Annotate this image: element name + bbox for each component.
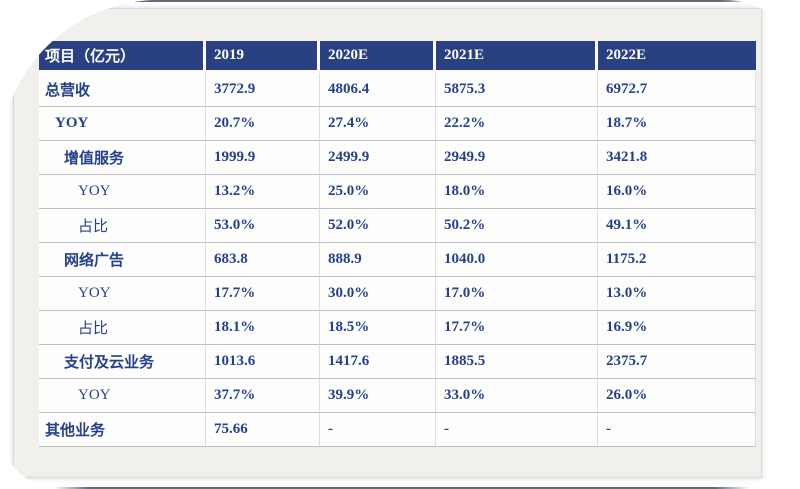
table-row: 支付及云业务 1013.6 1417.6 1885.5 2375.7 — [39, 345, 756, 379]
row-value: 13.2% — [206, 175, 320, 209]
row-value: 33.0% — [436, 379, 598, 413]
table-row: 其他业务 75.66- - - — [39, 413, 756, 447]
row-label: YOY — [39, 107, 206, 141]
row-value: 26.0% — [598, 379, 756, 413]
table-row: YOY 17.7% 30.0% 17.0% 13.0% — [39, 277, 756, 311]
row-label: 占比 — [39, 311, 206, 345]
row-value: 53.0% — [206, 209, 320, 243]
row-value: 6972.7 — [598, 73, 756, 107]
header-cell-2020e: 2020E — [320, 41, 436, 73]
row-value: 1417.6 — [320, 345, 436, 379]
row-value: 17.7% — [206, 277, 320, 311]
header-cell-item: 项目（亿元） — [39, 41, 206, 73]
row-value: 2949.9 — [436, 141, 598, 175]
revenue-forecast-table: 项目（亿元） 2019 2020E 2021E 2022E 总营收 3772.9 4… — [39, 41, 756, 447]
table-header-row: 项目（亿元） 2019 2020E 2021E 2022E — [39, 41, 756, 73]
row-value: 52.0% — [320, 209, 436, 243]
row-label: 总营收 — [39, 73, 206, 107]
row-value: - — [598, 413, 756, 447]
row-value: - — [320, 413, 436, 447]
row-label: 支付及云业务 — [39, 345, 206, 379]
row-value: 16.9% — [598, 311, 756, 345]
row-value: 683.8 — [206, 243, 320, 277]
row-value: 2499.9 — [320, 141, 436, 175]
row-value: 27.4% — [320, 107, 436, 141]
row-label: 网络广告 — [39, 243, 206, 277]
row-value: 17.0% — [436, 277, 598, 311]
table-row: 占比 18.1% 18.5% 17.7% 16.9% — [39, 311, 756, 345]
table-body: 总营收 3772.9 4806.4 5875.3 6972.7 YOY 20.7% 27.4%… — [39, 73, 756, 447]
row-value: 1040.0 — [436, 243, 598, 277]
table-row: YOY 13.2% 25.0% 18.0% 16.0% — [39, 175, 756, 209]
row-value: 1999.9 — [206, 141, 320, 175]
table-row: YOY 37.7% 39.9% 33.0% 26.0% — [39, 379, 756, 413]
row-value: 2375.7 — [598, 345, 756, 379]
row-value: 18.1% — [206, 311, 320, 345]
row-label: 增值服务 — [39, 141, 206, 175]
row-value: 1013.6 — [206, 345, 320, 379]
row-label: YOY — [39, 175, 206, 209]
row-value: 3772.9 — [206, 73, 320, 107]
row-value: 50.2% — [436, 209, 598, 243]
row-value: 49.1% — [598, 209, 756, 243]
row-value: 888.9 — [320, 243, 436, 277]
header-cell-2022e: 2022E — [598, 41, 756, 73]
row-value: 18.7% — [598, 107, 756, 141]
row-value: - — [436, 413, 598, 447]
row-value: 17.7% — [436, 311, 598, 345]
row-label: 其他业务 — [39, 413, 206, 447]
row-value: 30.0% — [320, 277, 436, 311]
row-value: 37.7% — [206, 379, 320, 413]
row-value: 1885.5 — [436, 345, 598, 379]
row-value: 39.9% — [320, 379, 436, 413]
table-row: 网络广告 683.8 888.9 1040.0 1175.2 — [39, 243, 756, 277]
header-cell-2019: 2019 — [206, 41, 320, 73]
top-edge-line — [40, 0, 756, 2]
row-value: 20.7% — [206, 107, 320, 141]
row-value: 16.0% — [598, 175, 756, 209]
paper-sheet: 项目（亿元） 2019 2020E 2021E 2022E 总营收 3772.9 4… — [13, 8, 762, 478]
table-row: YOY 20.7% 27.4% 22.2% 18.7% — [39, 107, 756, 141]
table-row: 增值服务 1999.9 2499.9 2949.9 3421.8 — [39, 141, 756, 175]
bottom-edge-line — [54, 487, 750, 489]
row-value: 22.2% — [436, 107, 598, 141]
header-cell-2021e: 2021E — [436, 41, 598, 73]
row-value: 13.0% — [598, 277, 756, 311]
row-value: 18.0% — [436, 175, 598, 209]
row-value: 1175.2 — [598, 243, 756, 277]
row-value: 25.0% — [320, 175, 436, 209]
table-row: 占比 53.0% 52.0% 50.2% 49.1% — [39, 209, 756, 243]
row-value: 4806.4 — [320, 73, 436, 107]
row-label: 占比 — [39, 209, 206, 243]
row-value: 18.5% — [320, 311, 436, 345]
row-value: 5875.3 — [436, 73, 598, 107]
row-value: 3421.8 — [598, 141, 756, 175]
row-label: YOY — [39, 379, 206, 413]
row-value: 75.66 — [206, 413, 320, 447]
table-row: 总营收 3772.9 4806.4 5875.3 6972.7 — [39, 73, 756, 107]
row-label: YOY — [39, 277, 206, 311]
